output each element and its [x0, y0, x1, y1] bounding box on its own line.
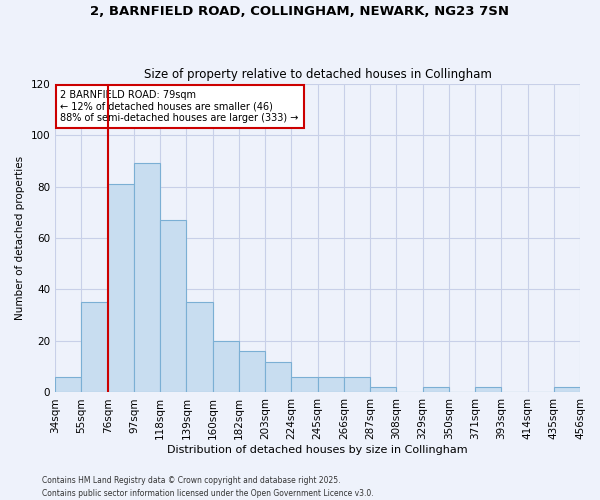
Bar: [134, 164, 160, 392]
Bar: [317, 377, 344, 392]
Y-axis label: Number of detached properties: Number of detached properties: [15, 156, 25, 320]
Bar: [55, 377, 82, 392]
Bar: [370, 388, 397, 392]
Title: Size of property relative to detached houses in Collingham: Size of property relative to detached ho…: [143, 68, 491, 81]
Bar: [292, 377, 317, 392]
Bar: [212, 341, 239, 392]
Bar: [239, 352, 265, 393]
Bar: [554, 388, 580, 392]
Text: 2, BARNFIELD ROAD, COLLINGHAM, NEWARK, NG23 7SN: 2, BARNFIELD ROAD, COLLINGHAM, NEWARK, N…: [91, 5, 509, 18]
Text: Contains HM Land Registry data © Crown copyright and database right 2025.
Contai: Contains HM Land Registry data © Crown c…: [42, 476, 374, 498]
Bar: [160, 220, 187, 392]
Bar: [82, 302, 107, 392]
Bar: [422, 388, 449, 392]
Bar: [265, 362, 292, 392]
Text: 2 BARNFIELD ROAD: 79sqm
← 12% of detached houses are smaller (46)
88% of semi-de: 2 BARNFIELD ROAD: 79sqm ← 12% of detache…: [61, 90, 299, 123]
Bar: [475, 388, 501, 392]
Bar: [107, 184, 134, 392]
Bar: [344, 377, 370, 392]
Bar: [187, 302, 212, 392]
X-axis label: Distribution of detached houses by size in Collingham: Distribution of detached houses by size …: [167, 445, 468, 455]
